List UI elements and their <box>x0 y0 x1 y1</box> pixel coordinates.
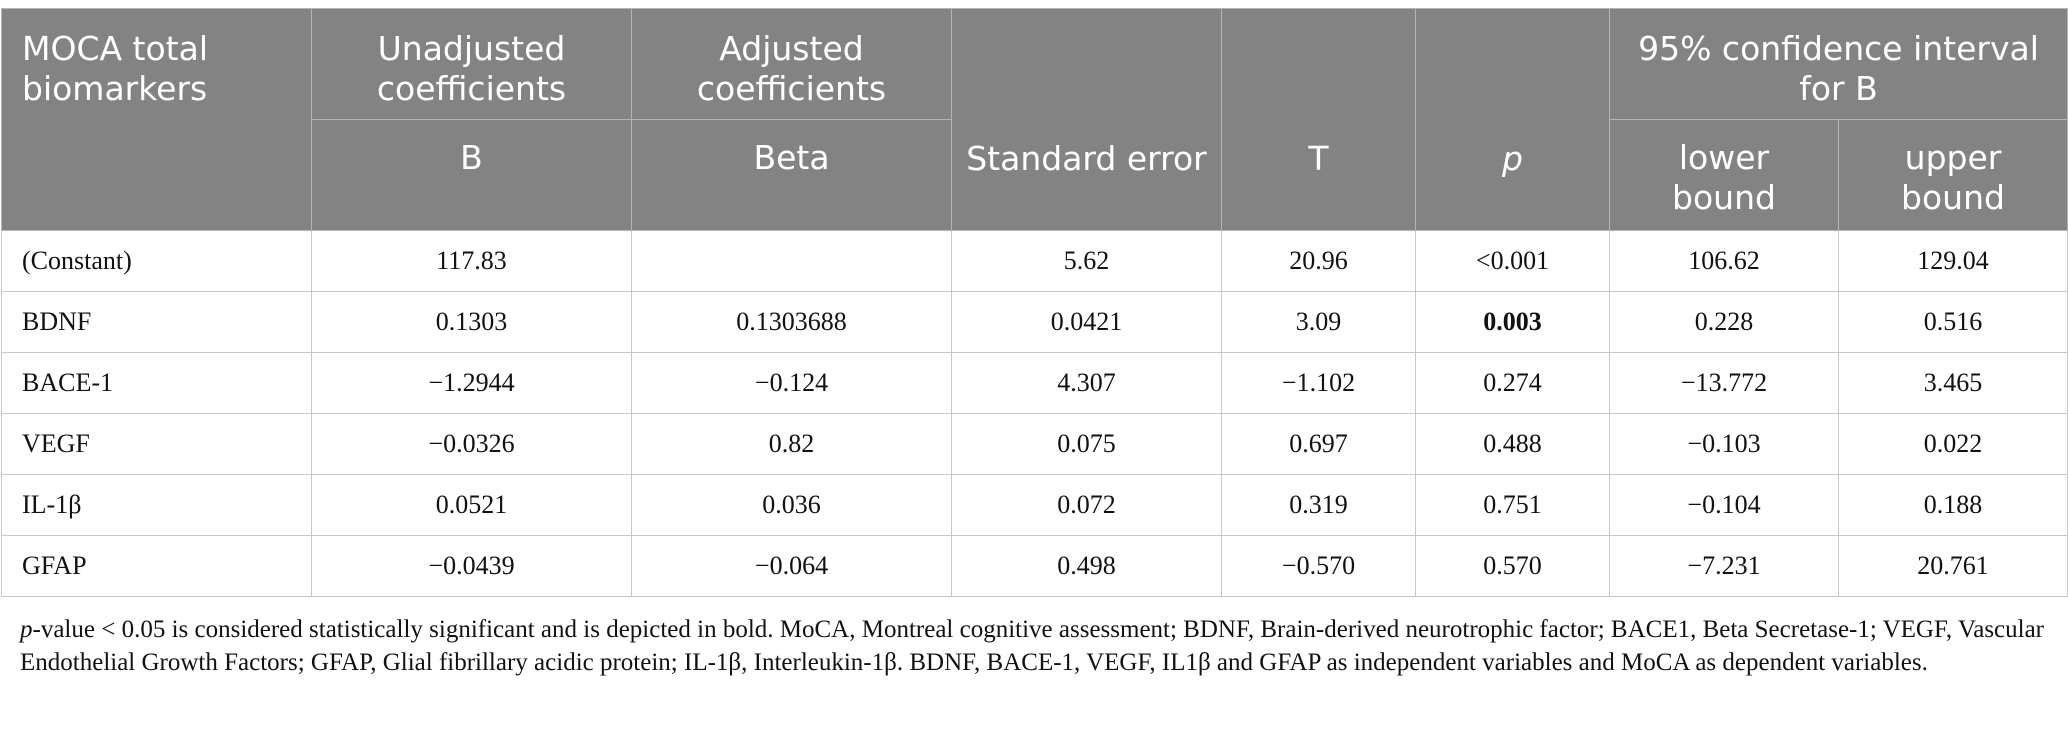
cell-lower: 0.228 <box>1609 291 1839 353</box>
cell-lower: −0.103 <box>1609 413 1839 475</box>
cell-se: 0.498 <box>951 535 1222 597</box>
cell-t: 3.09 <box>1221 291 1416 353</box>
header-adjusted-coefficients: Adjusted coefficients <box>631 8 952 120</box>
cell-b: −0.0326 <box>311 413 632 475</box>
cell-t: 0.319 <box>1221 474 1416 536</box>
regression-table: MOCA total biomarkers Unadjusted coeffic… <box>1 8 2068 597</box>
header-b: B <box>311 119 632 231</box>
footnote-p-italic: p <box>20 616 33 643</box>
cell-p: 0.488 <box>1415 413 1610 475</box>
cell-beta: −0.064 <box>631 535 952 597</box>
cell-se: 0.0421 <box>951 291 1222 353</box>
table-footnote: p-value < 0.05 is considered statistical… <box>20 613 2050 679</box>
cell-p-significant: 0.003 <box>1415 291 1610 353</box>
cell-p: 0.751 <box>1415 474 1610 536</box>
table-row: GFAP −0.0439 −0.064 0.498 −0.570 0.570 −… <box>1 535 2068 597</box>
table-row: BDNF 0.1303 0.1303688 0.0421 3.09 0.003 … <box>1 291 2068 353</box>
table-row: BACE-1 −1.2944 −0.124 4.307 −1.102 0.274… <box>1 352 2068 414</box>
header-p: p <box>1415 8 1610 231</box>
cell-name: IL-1β <box>1 474 312 536</box>
cell-p: 0.274 <box>1415 352 1610 414</box>
cell-beta: 0.036 <box>631 474 952 536</box>
cell-upper: 20.761 <box>1838 535 2068 597</box>
cell-p: <0.001 <box>1415 230 1610 292</box>
cell-beta: 0.82 <box>631 413 952 475</box>
cell-se: 4.307 <box>951 352 1222 414</box>
cell-t: 0.697 <box>1221 413 1416 475</box>
cell-t: −1.102 <box>1221 352 1416 414</box>
cell-t: −0.570 <box>1221 535 1416 597</box>
cell-name: BACE-1 <box>1 352 312 414</box>
cell-upper: 129.04 <box>1838 230 2068 292</box>
cell-beta: −0.124 <box>631 352 952 414</box>
cell-beta: 0.1303688 <box>631 291 952 353</box>
cell-upper: 0.022 <box>1838 413 2068 475</box>
footnote-text: -value < 0.05 is considered statisticall… <box>20 616 2045 676</box>
cell-b: 117.83 <box>311 230 632 292</box>
cell-beta <box>631 230 952 292</box>
cell-lower: 106.62 <box>1609 230 1839 292</box>
header-standard-error: Standard error <box>951 8 1222 231</box>
cell-se: 0.075 <box>951 413 1222 475</box>
header-beta: Beta <box>631 119 952 231</box>
cell-se: 5.62 <box>951 230 1222 292</box>
table-row: VEGF −0.0326 0.82 0.075 0.697 0.488 −0.1… <box>1 413 2068 475</box>
cell-b: 0.0521 <box>311 474 632 536</box>
cell-name: GFAP <box>1 535 312 597</box>
cell-lower: −0.104 <box>1609 474 1839 536</box>
header-upper-bound: upper bound <box>1838 119 2068 231</box>
cell-b: 0.1303 <box>311 291 632 353</box>
header-confidence-interval: 95% confidence interval for B <box>1609 8 2068 120</box>
table-row: (Constant) 117.83 5.62 20.96 <0.001 106.… <box>1 230 2068 292</box>
header-t: T <box>1221 8 1416 231</box>
cell-lower: −7.231 <box>1609 535 1839 597</box>
cell-upper: 0.188 <box>1838 474 2068 536</box>
cell-p: 0.570 <box>1415 535 1610 597</box>
cell-upper: 3.465 <box>1838 352 2068 414</box>
cell-b: −0.0439 <box>311 535 632 597</box>
cell-upper: 0.516 <box>1838 291 2068 353</box>
header-unadjusted-coefficients: Unadjusted coefficients <box>311 8 632 120</box>
table-row: IL-1β 0.0521 0.036 0.072 0.319 0.751 −0.… <box>1 474 2068 536</box>
table-container: MOCA total biomarkers Unadjusted coeffic… <box>0 8 2068 597</box>
cell-b: −1.2944 <box>311 352 632 414</box>
header-biomarkers: MOCA total biomarkers <box>1 8 312 231</box>
cell-name: VEGF <box>1 413 312 475</box>
cell-se: 0.072 <box>951 474 1222 536</box>
cell-name: BDNF <box>1 291 312 353</box>
cell-t: 20.96 <box>1221 230 1416 292</box>
header-lower-bound: lower bound <box>1609 119 1839 231</box>
cell-lower: −13.772 <box>1609 352 1839 414</box>
cell-name: (Constant) <box>1 230 312 292</box>
